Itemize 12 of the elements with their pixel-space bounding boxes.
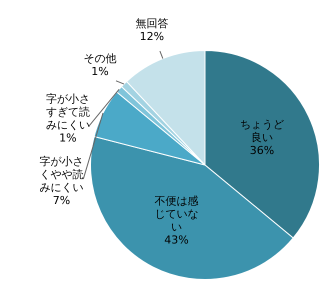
slice-label: 無回答	[135, 17, 168, 30]
slice-label: 字が小さすぎて読みにくい	[46, 92, 90, 132]
slice-label: ちょうど良い	[240, 118, 284, 144]
slice-label: 字が小さくやや読みにくい	[39, 154, 84, 194]
data-label: 43%	[164, 233, 189, 246]
data-label: 36%	[250, 144, 274, 158]
data-label: 1%	[91, 65, 109, 78]
slice-label: その他	[84, 52, 117, 66]
data-label: 1%	[59, 132, 77, 145]
slice-label: 不便は感じていない	[154, 194, 198, 234]
data-label: 12%	[140, 30, 164, 44]
data-label: 7%	[52, 194, 70, 207]
